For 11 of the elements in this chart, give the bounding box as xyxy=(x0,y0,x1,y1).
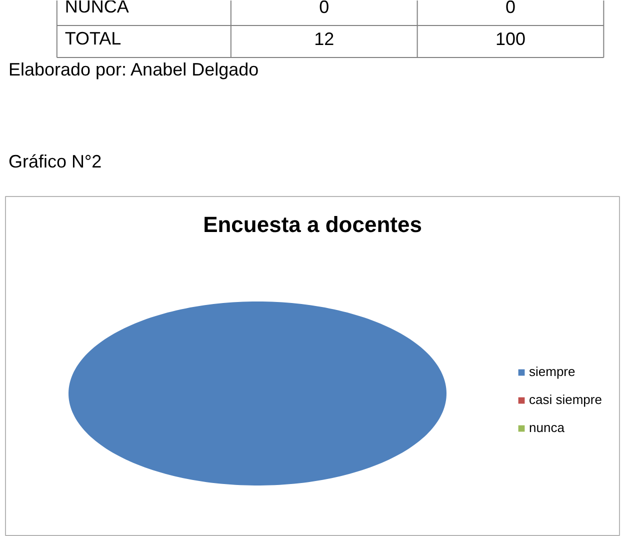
legend-label: siempre xyxy=(529,364,576,379)
text: Elaborado por: Anabel Delgado xyxy=(8,60,259,80)
category-label: TOTAL xyxy=(64,28,122,48)
data-label: 12 xyxy=(314,29,334,49)
data-label: 100 xyxy=(495,29,526,49)
legend-label: casi siempre xyxy=(529,392,602,407)
legend-label: nunca xyxy=(529,420,564,435)
text: Gráfico N°2 xyxy=(8,152,102,172)
data-label: 0 xyxy=(505,0,516,17)
chart-title: Encuesta a docentes xyxy=(203,212,422,237)
data-label: 0 xyxy=(319,0,330,17)
